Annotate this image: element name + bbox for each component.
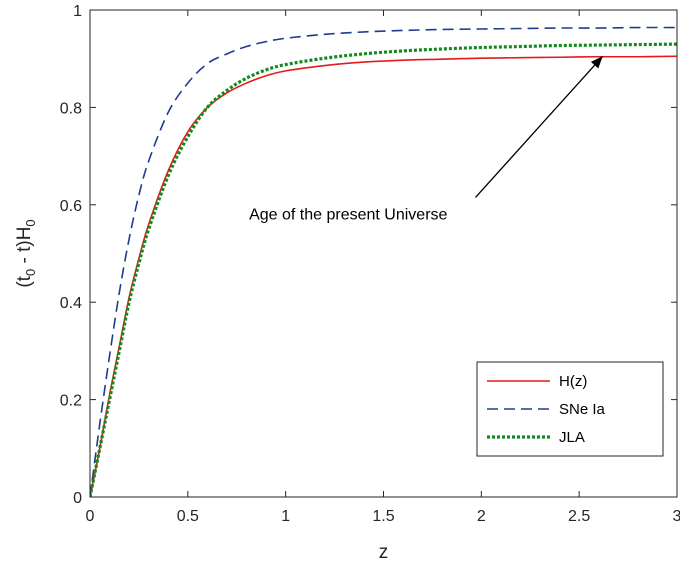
series-line-2 <box>90 42 677 497</box>
annotation-arrow-head <box>590 56 603 69</box>
legend-label-sne: SNe Ia <box>559 401 606 418</box>
x-axis-label: z <box>379 542 389 563</box>
y-tick-label: 0 <box>73 490 82 507</box>
x-tick-label: 0 <box>86 508 95 525</box>
x-tick-label: 1 <box>281 508 290 525</box>
y-tick-label: 0.8 <box>60 100 82 117</box>
ticks-layer: 0 0.5 1 1.5 2 2.5 3 0 0.2 0.4 0.6 0.8 1 <box>60 3 680 525</box>
x-tick-label: 2 <box>477 508 486 525</box>
series-layer <box>90 26 677 497</box>
series-line-1 <box>90 26 677 497</box>
legend-label-hz: H(z) <box>559 373 587 390</box>
x-tick-label: 1.5 <box>372 508 394 525</box>
series-line-0 <box>90 55 677 497</box>
legend: H(z) SNe Ia JLA <box>476 361 664 457</box>
y-axis-label-sub1: 0 <box>23 219 38 226</box>
annotation: Age of the present Universe <box>249 55 604 223</box>
y-tick-label: 0.6 <box>60 198 82 215</box>
x-tick-label: 0.5 <box>177 508 199 525</box>
legend-label-jla: JLA <box>559 429 585 446</box>
y-axis-label: (t0 - t)H0 <box>14 219 38 287</box>
y-tick-label: 0.4 <box>60 295 82 312</box>
x-tick-label: 2.5 <box>568 508 590 525</box>
annotation-arrow-shaft <box>474 55 604 198</box>
annotation-text: Age of the present Universe <box>249 206 447 223</box>
y-axis-label-main: (t <box>14 275 35 287</box>
legend-box <box>476 361 664 457</box>
y-axis-label-sub0: 0 <box>23 269 38 276</box>
y-tick-label: 0.2 <box>60 393 82 410</box>
y-axis-label-mid: - t)H <box>14 227 35 269</box>
x-tick-label: 3 <box>673 508 680 525</box>
y-tick-label: 1 <box>73 3 82 20</box>
